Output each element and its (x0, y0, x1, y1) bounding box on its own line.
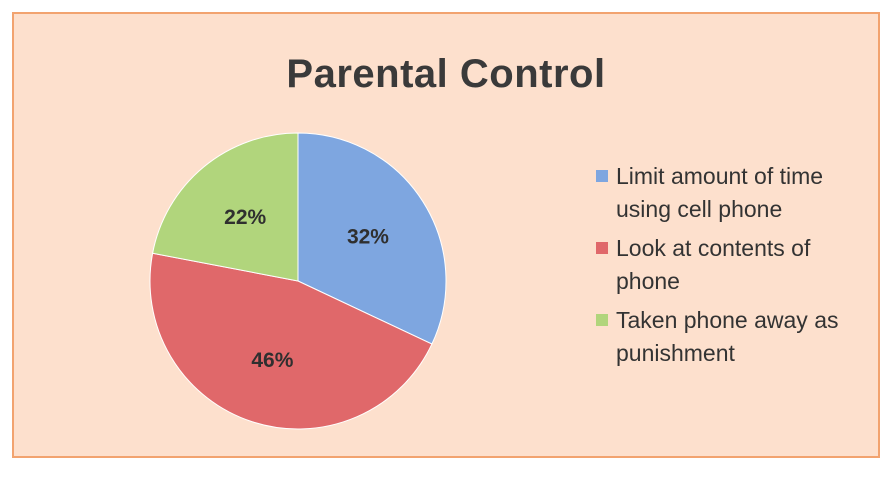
pie-data-label: 32% (347, 226, 389, 249)
legend-item-taken-away: Taken phone away as punishment (596, 304, 876, 370)
chart-card: Parental Control 32% 46% 22% Limit amount … (12, 12, 880, 458)
pie-data-label: 46% (251, 349, 293, 372)
pie-data-label: 22% (224, 206, 266, 229)
chart-title: Parental Control (286, 52, 606, 96)
pie-slice-limit-time (297, 132, 447, 345)
pie-slice-look-contents (149, 252, 433, 430)
legend-item-limit-time: Limit amount of time using cell phone (596, 160, 876, 226)
legend: Limit amount of time using cell phone Lo… (596, 160, 876, 376)
pie-slice-taken-away (152, 132, 299, 282)
legend-swatch-green (596, 314, 608, 326)
legend-swatch-red (596, 242, 608, 254)
legend-item-look-contents: Look at contents of phone (596, 232, 876, 298)
pie-chart: 32% 46% 22% (149, 132, 447, 430)
legend-label: Limit amount of time using cell phone (616, 163, 824, 222)
legend-label: Taken phone away as punishment (616, 307, 839, 366)
legend-swatch-blue (596, 170, 608, 182)
legend-label: Look at contents of phone (616, 235, 811, 294)
